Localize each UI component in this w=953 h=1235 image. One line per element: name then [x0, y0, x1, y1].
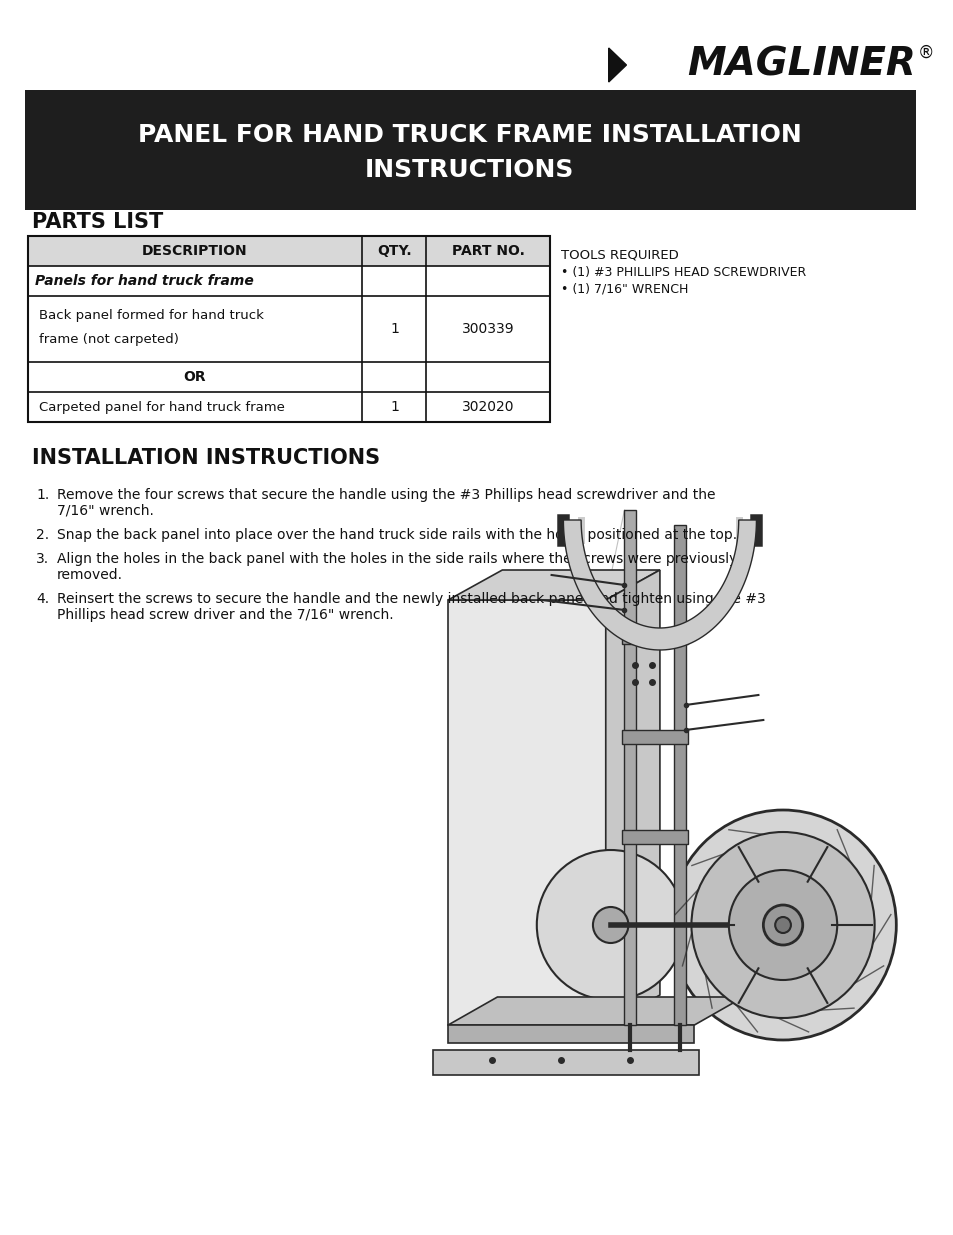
Bar: [622, 730, 687, 743]
Text: 7/16" wrench.: 7/16" wrench.: [57, 504, 153, 517]
Circle shape: [728, 869, 837, 981]
Text: ®: ®: [917, 44, 934, 62]
Circle shape: [669, 810, 896, 1040]
Polygon shape: [448, 571, 659, 600]
Bar: [624, 510, 636, 1025]
Polygon shape: [605, 571, 659, 1025]
Text: INSTALLATION INSTRUCTIONS: INSTALLATION INSTRUCTIONS: [31, 448, 379, 468]
Text: Panels for hand truck frame: Panels for hand truck frame: [35, 274, 253, 288]
Text: Reinsert the screws to secure the handle and the newly installed back panel and : Reinsert the screws to secure the handle…: [57, 592, 765, 606]
Text: removed.: removed.: [57, 568, 123, 582]
Circle shape: [537, 850, 684, 1000]
Text: PANEL FOR HAND TRUCK FRAME INSTALLATION: PANEL FOR HAND TRUCK FRAME INSTALLATION: [138, 124, 801, 147]
Text: frame (not carpeted): frame (not carpeted): [39, 333, 179, 347]
Text: QTY.: QTY.: [376, 245, 412, 258]
Text: Back panel formed for hand truck: Back panel formed for hand truck: [39, 310, 264, 322]
Text: Phillips head screw driver and the 7/16" wrench.: Phillips head screw driver and the 7/16"…: [57, 608, 394, 622]
Text: 3.: 3.: [36, 552, 50, 566]
Text: Carpeted panel for hand truck frame: Carpeted panel for hand truck frame: [39, 400, 285, 414]
Bar: [673, 525, 685, 1025]
Text: 2.: 2.: [36, 529, 50, 542]
Text: 4.: 4.: [36, 592, 50, 606]
Text: MAGLINER: MAGLINER: [686, 46, 915, 84]
Text: 1: 1: [390, 322, 398, 336]
Bar: [28, 236, 549, 422]
Text: TOOLS REQUIRED: TOOLS REQUIRED: [560, 248, 679, 261]
Text: PARTS LIST: PARTS LIST: [31, 212, 163, 232]
Circle shape: [593, 906, 628, 944]
Polygon shape: [608, 48, 626, 82]
Circle shape: [762, 905, 801, 945]
Circle shape: [775, 918, 790, 932]
Text: 302020: 302020: [461, 400, 514, 414]
Text: • (1) #3 PHILLIPS HEAD SCREWDRIVER: • (1) #3 PHILLIPS HEAD SCREWDRIVER: [560, 266, 806, 279]
Text: INSTRUCTIONS: INSTRUCTIONS: [365, 158, 574, 182]
Text: Align the holes in the back panel with the holes in the side rails where the scr: Align the holes in the back panel with t…: [57, 552, 737, 566]
Bar: [622, 830, 687, 844]
Text: • (1) 7/16" WRENCH: • (1) 7/16" WRENCH: [560, 282, 688, 295]
Bar: [622, 630, 687, 643]
Text: 300339: 300339: [461, 322, 514, 336]
Bar: [28, 236, 549, 266]
Bar: [25, 90, 915, 210]
Polygon shape: [448, 1025, 694, 1044]
Polygon shape: [448, 997, 743, 1025]
Text: 1.: 1.: [36, 488, 50, 501]
Text: PART NO.: PART NO.: [451, 245, 524, 258]
Text: OR: OR: [184, 370, 206, 384]
Text: Snap the back panel into place over the hand truck side rails with the holes pos: Snap the back panel into place over the …: [57, 529, 737, 542]
Polygon shape: [448, 600, 605, 1025]
Circle shape: [691, 832, 874, 1018]
Text: Remove the four screws that secure the handle using the #3 Phillips head screwdr: Remove the four screws that secure the h…: [57, 488, 715, 501]
Polygon shape: [433, 1050, 699, 1074]
Text: 1: 1: [390, 400, 398, 414]
Text: DESCRIPTION: DESCRIPTION: [142, 245, 248, 258]
Polygon shape: [563, 520, 756, 650]
